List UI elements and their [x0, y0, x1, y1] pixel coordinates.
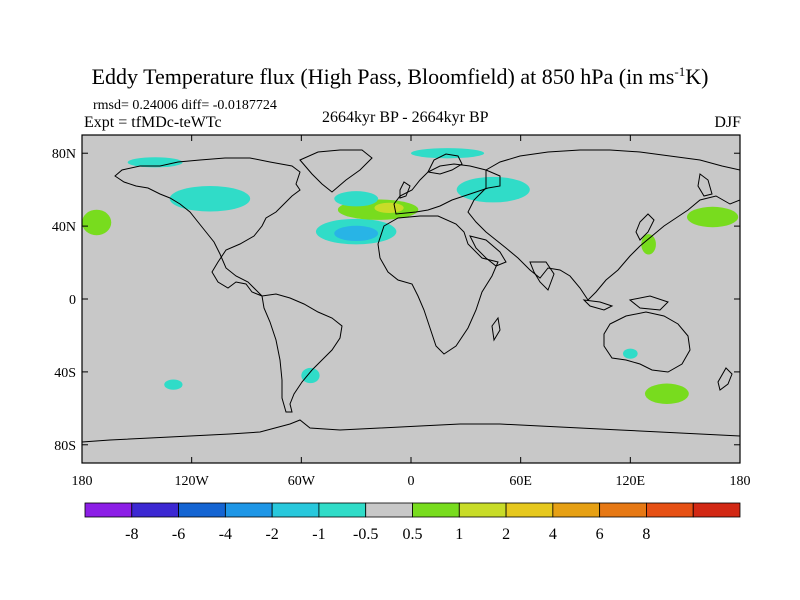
anomaly-s-indian-positive	[644, 383, 689, 404]
anomaly-japan-positive	[641, 234, 656, 255]
colorbar-swatch	[84, 502, 133, 518]
anomaly-n-pacific-east-positive	[686, 206, 739, 228]
colorbar-swatch	[178, 502, 226, 518]
lon-tick-label: 60W	[288, 474, 316, 489]
colorbar-label: -4	[219, 526, 232, 543]
anomaly-n-pacific-west-positive	[82, 209, 112, 236]
lat-tick-label: 40N	[52, 220, 76, 235]
colorbar-label: 2	[502, 526, 510, 543]
anomaly-s-america-negative	[301, 367, 320, 384]
colorbar-label: -1	[312, 526, 325, 543]
colorbar-label: -6	[172, 526, 185, 543]
period-label: 2664kyr BP - 2664kyr BP	[322, 109, 489, 126]
anomaly-australia-negative	[623, 348, 638, 359]
anomaly-n-atlantic-core	[334, 225, 379, 242]
colorbar: -8 -6 -4 -2 -1 -0.5 0.5 1 2 4 6 8	[84, 502, 741, 543]
season-label: DJF	[714, 114, 741, 131]
colorbar-swatch	[412, 502, 460, 518]
colorbar-label: 8	[642, 526, 650, 543]
stats-text: rmsd= 0.24006 diff= -0.0187724	[93, 98, 277, 113]
colorbar-swatch	[599, 502, 647, 518]
anomaly-greenland-negative	[334, 191, 379, 207]
lon-tick-label: 60E	[509, 474, 532, 489]
experiment-label: Expt = tfMDc-teWTc	[84, 114, 222, 131]
lon-tick-label: 120W	[175, 474, 210, 489]
anomaly-s-pacific-negative	[164, 379, 183, 390]
anomaly-scandinavia-negative	[456, 176, 530, 203]
lat-tick-label: 80S	[54, 439, 76, 454]
colorbar-swatch	[131, 502, 179, 518]
colorbar-swatch	[505, 502, 554, 518]
colorbar-swatch	[458, 502, 507, 518]
axis-ticks: 80N 40N 0 40S 80S 180 120W 60W 0 60E 120E 180	[52, 135, 751, 489]
lat-tick-label: 80N	[52, 147, 76, 162]
lon-tick-label: 0	[408, 474, 415, 489]
colorbar-swatch	[692, 502, 741, 518]
colorbar-swatch	[365, 502, 413, 518]
lon-tick-label: 180	[730, 474, 751, 489]
colorbar-label: 4	[549, 526, 557, 543]
colorbar-swatch	[646, 502, 694, 518]
colorbar-label: -0.5	[353, 526, 378, 543]
map-background	[82, 135, 740, 463]
figure-title: Eddy Temperature flux (High Pass, Bloomf…	[92, 64, 709, 89]
title-sup: -1	[674, 64, 685, 79]
lat-tick-label: 40S	[54, 366, 76, 381]
colorbar-swatch	[271, 502, 320, 518]
colorbar-label: 6	[596, 526, 604, 543]
colorbar-label: -8	[125, 526, 138, 543]
anomaly-arctic-negative	[411, 148, 485, 159]
anomaly-alaska-negative	[127, 157, 183, 168]
anomaly-n-atlantic-positive-core	[374, 202, 404, 213]
title-suffix: K)	[685, 64, 708, 89]
lon-tick-label: 120E	[616, 474, 646, 489]
colorbar-swatch	[224, 502, 273, 518]
anomaly-canada-negative	[169, 186, 251, 212]
colorbar-label: -2	[265, 526, 278, 543]
colorbar-label: 0.5	[403, 526, 423, 543]
coastlines	[82, 149, 740, 443]
lon-tick-label: 180	[72, 474, 93, 489]
colorbar-swatch	[318, 502, 367, 518]
title-main: Eddy Temperature flux (High Pass, Bloomf…	[92, 64, 675, 89]
lat-tick-label: 0	[69, 293, 76, 308]
colorbar-label: 1	[455, 526, 463, 543]
anomaly-layer	[82, 148, 739, 404]
colorbar-swatch	[552, 502, 601, 518]
